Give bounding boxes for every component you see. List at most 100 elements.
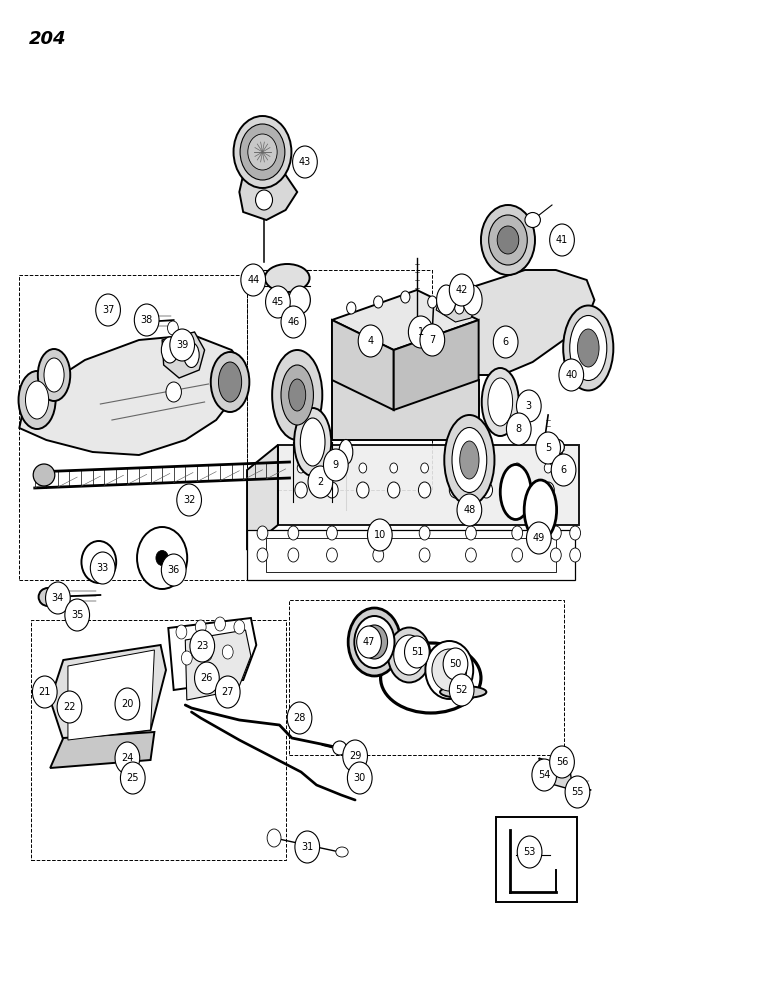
Ellipse shape — [248, 134, 277, 170]
Ellipse shape — [510, 419, 527, 435]
Polygon shape — [68, 650, 154, 740]
Circle shape — [419, 548, 430, 562]
Ellipse shape — [436, 285, 455, 315]
Ellipse shape — [354, 616, 394, 668]
Ellipse shape — [19, 371, 56, 429]
Ellipse shape — [256, 190, 273, 210]
Circle shape — [466, 548, 476, 562]
Circle shape — [480, 482, 493, 498]
Ellipse shape — [459, 441, 479, 479]
Text: 33: 33 — [96, 563, 109, 573]
Text: 22: 22 — [63, 702, 76, 712]
Ellipse shape — [289, 286, 310, 314]
Ellipse shape — [425, 641, 473, 699]
Circle shape — [570, 526, 581, 540]
Text: 30: 30 — [354, 773, 366, 783]
Bar — [496, 817, 577, 902]
Circle shape — [288, 548, 299, 562]
Circle shape — [357, 626, 381, 658]
Text: 6: 6 — [560, 465, 567, 475]
Circle shape — [513, 463, 521, 473]
Circle shape — [120, 762, 145, 794]
Circle shape — [257, 526, 268, 540]
Circle shape — [553, 748, 571, 772]
Ellipse shape — [156, 550, 168, 566]
Circle shape — [170, 329, 195, 361]
Circle shape — [373, 526, 384, 540]
Circle shape — [57, 691, 82, 723]
Ellipse shape — [481, 205, 535, 275]
Text: 45: 45 — [272, 297, 284, 307]
Text: 47: 47 — [363, 637, 375, 647]
Ellipse shape — [33, 464, 55, 486]
Text: 40: 40 — [565, 370, 577, 380]
Circle shape — [241, 264, 266, 296]
Polygon shape — [539, 758, 573, 790]
Text: 3: 3 — [526, 401, 532, 411]
Circle shape — [405, 636, 429, 668]
Ellipse shape — [571, 780, 584, 790]
Text: 52: 52 — [455, 685, 468, 695]
Text: 29: 29 — [349, 751, 361, 761]
Text: 43: 43 — [299, 157, 311, 167]
Circle shape — [215, 676, 240, 708]
Circle shape — [134, 304, 159, 336]
Ellipse shape — [563, 306, 613, 390]
Ellipse shape — [25, 381, 49, 419]
Circle shape — [297, 463, 305, 473]
Text: 6: 6 — [503, 337, 509, 347]
Circle shape — [420, 324, 445, 356]
Circle shape — [411, 320, 423, 336]
Ellipse shape — [233, 116, 291, 188]
Circle shape — [343, 740, 367, 772]
Polygon shape — [247, 530, 575, 580]
Ellipse shape — [82, 541, 116, 583]
Ellipse shape — [440, 686, 486, 698]
Circle shape — [90, 552, 115, 584]
Circle shape — [517, 836, 542, 868]
Circle shape — [542, 482, 554, 498]
Text: 28: 28 — [293, 713, 306, 723]
Circle shape — [452, 463, 459, 473]
Circle shape — [295, 831, 320, 863]
Circle shape — [190, 630, 215, 662]
Text: 46: 46 — [287, 317, 300, 327]
Circle shape — [288, 526, 299, 540]
Circle shape — [536, 432, 560, 464]
Ellipse shape — [577, 329, 599, 367]
Circle shape — [308, 466, 333, 498]
Ellipse shape — [388, 628, 431, 682]
Polygon shape — [278, 445, 579, 525]
Circle shape — [195, 662, 219, 694]
Circle shape — [506, 413, 531, 445]
Circle shape — [482, 463, 490, 473]
Polygon shape — [247, 445, 278, 550]
Text: 38: 38 — [141, 315, 153, 325]
Circle shape — [201, 647, 212, 661]
Text: 36: 36 — [168, 565, 180, 575]
Ellipse shape — [265, 264, 310, 292]
Circle shape — [328, 463, 336, 473]
Ellipse shape — [500, 464, 531, 520]
Circle shape — [96, 294, 120, 326]
Text: 5: 5 — [545, 443, 551, 453]
Ellipse shape — [289, 379, 306, 411]
Ellipse shape — [211, 352, 249, 412]
Circle shape — [65, 599, 90, 631]
Text: 56: 56 — [556, 757, 568, 767]
Circle shape — [388, 482, 400, 498]
Text: 37: 37 — [102, 305, 114, 315]
Ellipse shape — [432, 649, 466, 691]
Circle shape — [421, 463, 428, 473]
Circle shape — [457, 494, 482, 526]
Polygon shape — [50, 732, 154, 768]
Circle shape — [516, 390, 541, 422]
Circle shape — [124, 767, 138, 785]
Ellipse shape — [281, 365, 313, 425]
Polygon shape — [162, 332, 205, 378]
Text: 44: 44 — [247, 275, 259, 285]
Circle shape — [532, 759, 557, 791]
Circle shape — [176, 625, 187, 639]
Text: 27: 27 — [222, 687, 234, 697]
Ellipse shape — [488, 378, 513, 426]
